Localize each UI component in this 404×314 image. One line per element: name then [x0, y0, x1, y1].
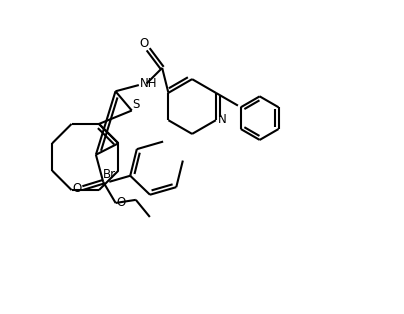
Text: NH: NH — [140, 77, 157, 90]
Text: S: S — [132, 98, 139, 111]
Text: Br: Br — [103, 168, 116, 181]
Text: O: O — [117, 197, 126, 209]
Text: O: O — [73, 181, 82, 195]
Text: O: O — [140, 37, 149, 50]
Text: N: N — [218, 113, 227, 126]
